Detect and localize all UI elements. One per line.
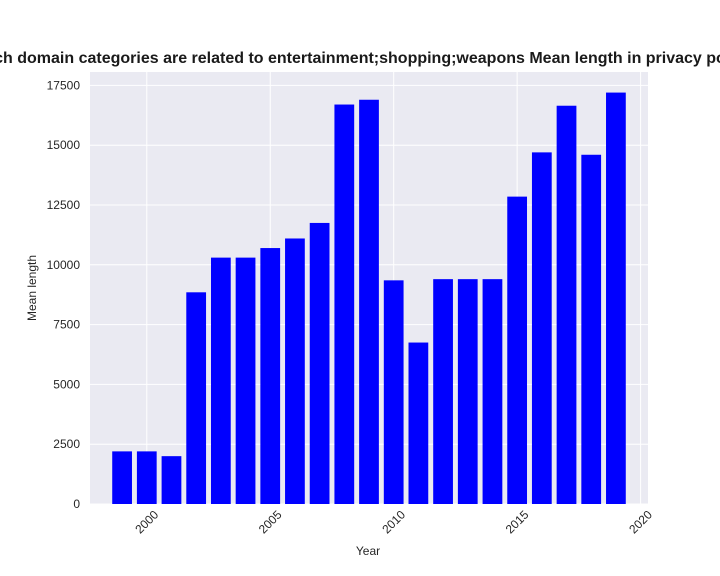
chart-title: Websites which domain categories are rel… xyxy=(0,50,720,67)
y-tick-label: 7500 xyxy=(53,318,80,332)
bar-2000 xyxy=(136,451,157,504)
y-tick-label: 12500 xyxy=(47,198,81,212)
bar-2010 xyxy=(383,280,404,504)
y-tick-label: 0 xyxy=(73,497,80,511)
bar-2005 xyxy=(260,248,281,504)
y-axis-label: Mean length xyxy=(25,255,39,321)
bar-2008 xyxy=(334,104,355,505)
bar-2004 xyxy=(235,257,256,504)
y-tick-label: 2500 xyxy=(53,437,80,451)
bar-2011 xyxy=(408,342,429,504)
x-tick-label: 2005 xyxy=(256,507,285,536)
bar-2018 xyxy=(581,154,602,505)
x-tick-label: 2015 xyxy=(503,507,532,536)
bar-2007 xyxy=(309,222,330,504)
bar-2006 xyxy=(285,238,305,504)
y-axis-ticks: 0 2500 5000 7500 10000 12500 15000 17500 xyxy=(47,78,81,511)
bar-2009 xyxy=(359,99,379,505)
bar-2015 xyxy=(507,196,528,505)
x-axis-ticks: 2000 2005 2010 2015 2020 xyxy=(132,507,655,536)
bar-2001 xyxy=(161,456,182,504)
x-axis-label: Year xyxy=(356,544,380,558)
bar-2019 xyxy=(606,92,626,505)
bar-2016 xyxy=(531,152,552,505)
bar-2012 xyxy=(433,279,453,504)
bar-2013 xyxy=(457,279,478,504)
y-tick-label: 17500 xyxy=(47,78,81,92)
y-tick-label: 10000 xyxy=(47,258,81,272)
bar-2014 xyxy=(482,279,503,504)
bars xyxy=(112,92,626,505)
x-tick-label: 2020 xyxy=(626,507,655,536)
y-tick-label: 5000 xyxy=(53,377,80,391)
bar-2003 xyxy=(210,257,231,504)
bar-1999 xyxy=(112,451,132,504)
bar-2002 xyxy=(186,292,207,504)
y-tick-label: 15000 xyxy=(47,138,81,152)
bar-2017 xyxy=(556,105,577,505)
x-tick-label: 2000 xyxy=(132,507,161,536)
x-tick-label: 2010 xyxy=(379,507,408,536)
